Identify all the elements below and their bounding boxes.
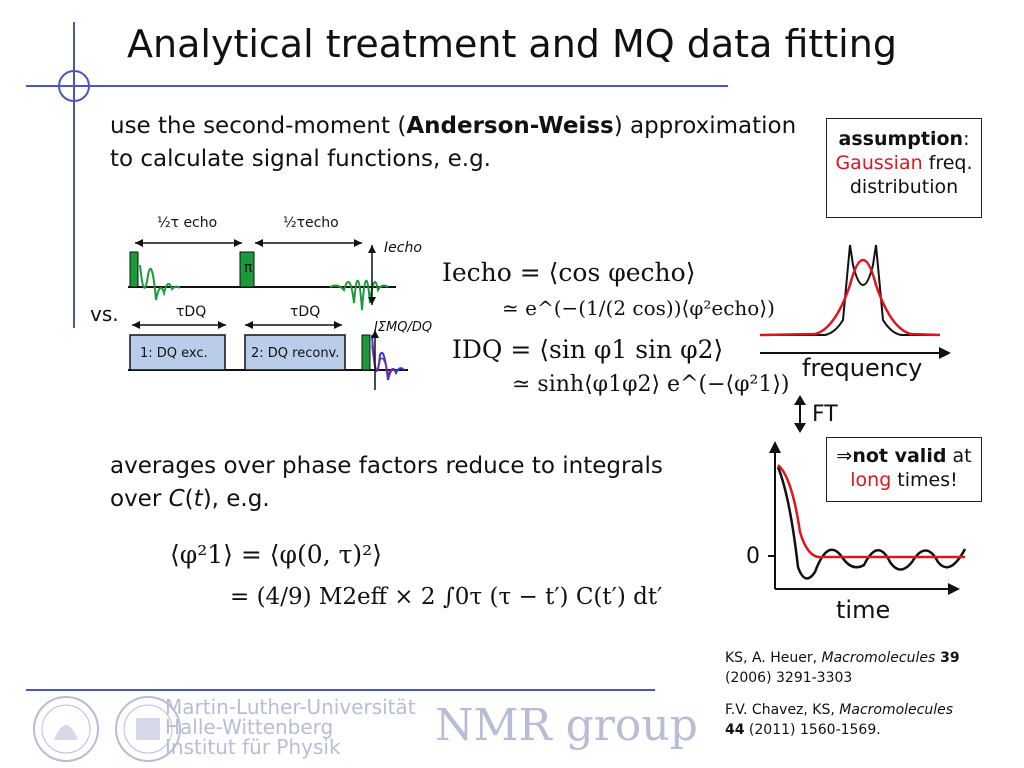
averages-t: t [193,486,203,512]
intro-bold-term: Anderson-Weiss [406,113,614,139]
dq-reconversion-block: 2: DQ reconv. [251,346,340,361]
pulse-sequence-diagram [128,239,408,390]
i-smq-label: IΣMQ/DQ [374,320,433,335]
averages-line1: averages over phase factors reduce to in… [110,453,663,479]
ref2-pages: (2011) 1560-1569. [744,722,881,738]
integral-equation-line1: ⟨φ²1⟩ = ⟨φ(0, τ)²⟩ [170,540,382,569]
slide-title: Analytical treatment and MQ data fitting [127,22,897,66]
averages-c: C [168,486,185,512]
not-valid-red: long [850,469,892,491]
implies-icon: ⇒ [836,445,853,467]
intro-line1-post: ) approximation [613,113,797,139]
reference-2: F.V. Chavez, KS, Macromolecules 44 (2011… [725,700,995,740]
ref1-pages: (2006) 3291-3303 [725,670,853,686]
averages-line2-post: ), e.g. [202,486,270,512]
half-tau-echo-right: ½τecho [283,215,339,231]
intro-line1-pre: use the second-moment ( [110,113,407,139]
assumption-colon: : [963,128,970,150]
ref2-journal: Macromolecules [839,702,954,718]
not-valid-after-bold: at [946,445,972,467]
tau-dq-left: τDQ [176,304,207,320]
ref2-authors: F.V. Chavez, KS, [725,702,840,718]
not-valid-bold: not valid [852,445,947,467]
institution-line3: Institut für Physik [165,735,341,759]
dq-excitation-block: 1: DQ exc. [140,346,208,361]
tau-dq-right: τDQ [290,304,321,320]
assumption-after-red: freq. [922,152,973,174]
averages-line2-pre: over [110,486,169,512]
reference-1: KS, A. Heuer, Macromolecules 39 (2006) 3… [725,648,995,688]
not-valid-after-red: times! [891,469,958,491]
time-axis-label: time [836,596,891,624]
vs-label: vs. [90,302,119,326]
assumption-bold: assumption [838,128,964,150]
dq-equation-line1: IDQ = ⟨sin φ1 sin φ2⟩ [452,335,724,364]
institution-name: Martin-Luther-Universität Halle-Wittenbe… [165,697,416,757]
not-valid-box: ⇒not valid at long times! [826,437,982,502]
ft-arrow-icon [794,395,806,433]
ft-label: FT [812,402,838,427]
university-seal-logo [33,696,181,762]
assumption-box: assumption: Gaussian freq. distribution [826,118,982,218]
half-tau-echo-left: ½τ echo [157,215,218,231]
institution-line2: Halle-Wittenberg [165,715,334,739]
averages-text: averages over phase factors reduce to in… [110,450,710,516]
dq-equation-line2: ≃ sinh⟨φ1φ2⟩ e^(−⟨φ²1⟩) [512,372,790,397]
intro-text: use the second-moment (Anderson-Weiss) a… [110,110,830,176]
intro-line2: to calculate signal functions, e.g. [110,146,491,172]
averages-paren: ( [184,486,194,512]
ref1-journal: Macromolecules [821,650,936,666]
institution-line1: Martin-Luther-Universität [165,695,416,719]
assumption-red: Gaussian [835,152,923,174]
frequency-axis-label: frequency [802,354,923,382]
pi-label: π [244,260,253,276]
group-name: NMR group [435,700,698,751]
ref1-authors: KS, A. Heuer, [725,650,822,666]
ref2-volume: 44 [725,722,745,738]
zero-tick-label: 0 [746,544,760,569]
assumption-line3: distribution [849,176,959,198]
ref1-volume: 39 [935,650,960,666]
echo-equation-line1: Iecho = ⟨cos φecho⟩ [442,258,696,287]
time-signal-plot [768,441,967,595]
i-echo-label: Iecho [384,240,422,256]
integral-equation-line2: = (4/9) M2eff × 2 ∫0τ (τ − t′) C(t′) dt′ [230,584,663,610]
frequency-spectrum-plot [759,244,951,359]
echo-equation-line2: ≃ e^(−(1/(2 cos))⟨φ²echo⟩) [502,296,775,320]
